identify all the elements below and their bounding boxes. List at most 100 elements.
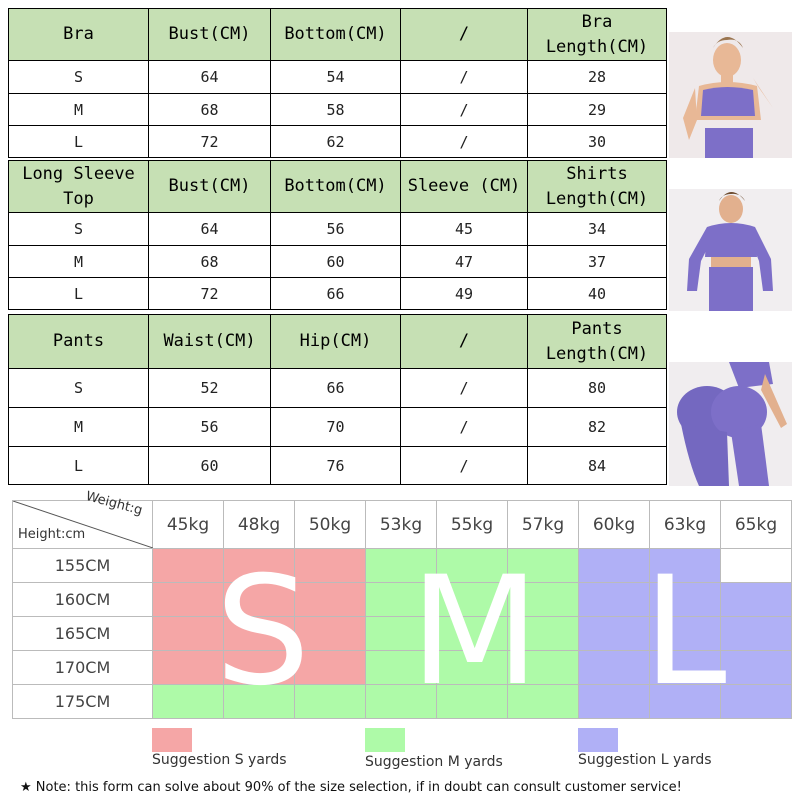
- header-cell: Bra: [8, 8, 149, 61]
- size-zone-cell: [720, 616, 792, 651]
- size-zone-cell: [365, 548, 437, 583]
- height-axis-label: Height:cm: [18, 527, 86, 542]
- value-cell: 37: [527, 245, 667, 278]
- value-cell: 54: [270, 60, 401, 94]
- header-cell: Bottom(CM): [270, 8, 401, 61]
- value-cell: /: [400, 446, 528, 485]
- value-cell: 70: [270, 407, 401, 447]
- value-cell: 80: [527, 368, 667, 408]
- value-cell: 28: [527, 60, 667, 94]
- value-cell: 64: [148, 212, 271, 246]
- weight-header-cell: 65kg: [720, 500, 792, 549]
- value-cell: 76: [270, 446, 401, 485]
- table-row: L 72 66 49 40: [8, 277, 667, 310]
- value-cell: 58: [270, 93, 401, 126]
- top-size-table: Long Sleeve Top Bust(CM) Bottom(CM) Slee…: [8, 160, 667, 310]
- size-zone-cell: [578, 684, 650, 719]
- table-row: L 72 62 / 30: [8, 125, 667, 158]
- value-cell: 68: [148, 93, 271, 126]
- value-cell: 34: [527, 212, 667, 246]
- pants-header-row: Pants Waist(CM) Hip(CM) / Pants Length(C…: [8, 314, 667, 369]
- size-cell: S: [8, 368, 149, 408]
- size-zone-cell: [223, 582, 295, 617]
- size-zone-cell: [720, 582, 792, 617]
- header-cell: Bottom(CM): [270, 160, 401, 213]
- legend-swatch-m: [365, 728, 405, 752]
- size-zone-cell: [507, 548, 579, 583]
- value-cell: 45: [400, 212, 528, 246]
- size-zone-cell: [436, 650, 508, 685]
- value-cell: 66: [270, 277, 401, 310]
- size-zone-cell: [578, 548, 650, 583]
- size-zone-cell: [294, 616, 366, 651]
- size-zone-cell: [294, 650, 366, 685]
- header-cell: Bust(CM): [148, 160, 271, 213]
- value-cell: 47: [400, 245, 528, 278]
- value-cell: 30: [527, 125, 667, 158]
- bra-header-row: Bra Bust(CM) Bottom(CM) / Bra Length(CM): [8, 8, 667, 61]
- height-label-cell: 170CM: [12, 650, 153, 685]
- weight-header-cell: 55kg: [436, 500, 508, 549]
- size-zone-cell: [223, 684, 295, 719]
- weight-header-cell: 63kg: [649, 500, 721, 549]
- size-recommendation-grid: Weight:g Height:cm 45kg 48kg 50kg 53kg 5…: [12, 489, 792, 719]
- top-header-row: Long Sleeve Top Bust(CM) Bottom(CM) Slee…: [8, 160, 667, 213]
- table-row: M 68 58 / 29: [8, 93, 667, 126]
- value-cell: 60: [270, 245, 401, 278]
- header-cell: Pants Length(CM): [527, 314, 667, 369]
- weight-header-row: Weight:g Height:cm 45kg 48kg 50kg 53kg 5…: [12, 489, 792, 549]
- size-zone-cell: [649, 684, 721, 719]
- legend-swatch-s: [152, 728, 192, 752]
- legend-swatch-l: [578, 728, 618, 752]
- size-cell: L: [8, 125, 149, 158]
- size-zone-cell: [649, 616, 721, 651]
- table-row: M 56 70 / 82: [8, 407, 667, 447]
- size-cell: M: [8, 407, 149, 447]
- size-cell: L: [8, 277, 149, 310]
- value-cell: 56: [148, 407, 271, 447]
- weight-header-cell: 45kg: [152, 500, 224, 549]
- diagonal-divider: [13, 501, 153, 548]
- header-cell: Waist(CM): [148, 314, 271, 369]
- size-zone-cell: [578, 616, 650, 651]
- size-cell: L: [8, 446, 149, 485]
- size-cell: M: [8, 245, 149, 278]
- height-row: 170CM: [12, 650, 792, 685]
- value-cell: 72: [148, 125, 271, 158]
- value-cell: 68: [148, 245, 271, 278]
- weight-header-cell: 57kg: [507, 500, 579, 549]
- height-label-cell: 155CM: [12, 548, 153, 583]
- value-cell: /: [400, 60, 528, 94]
- legend-label-m: Suggestion M yards: [365, 754, 503, 770]
- size-zone-cell: [436, 582, 508, 617]
- value-cell: 82: [527, 407, 667, 447]
- height-row: 155CM: [12, 548, 792, 583]
- header-cell: Long Sleeve Top: [8, 160, 149, 213]
- legend-label-l: Suggestion L yards: [578, 752, 712, 768]
- size-zone-cell: [649, 650, 721, 685]
- value-cell: 49: [400, 277, 528, 310]
- weight-header-cell: 60kg: [578, 500, 650, 549]
- size-zone-cell: [152, 616, 224, 651]
- table-row: L 60 76 / 84: [8, 446, 667, 485]
- size-zone-cell: [294, 684, 366, 719]
- header-cell: Sleeve (CM): [400, 160, 528, 213]
- pants-model-photo: [669, 314, 792, 486]
- header-cell: Bust(CM): [148, 8, 271, 61]
- value-cell: 52: [148, 368, 271, 408]
- legend-label-s: Suggestion S yards: [152, 752, 287, 768]
- size-s-big-letter: S: [215, 545, 311, 719]
- value-cell: /: [400, 125, 528, 158]
- size-zone-cell: [507, 684, 579, 719]
- size-l-big-letter: L: [643, 545, 727, 719]
- table-row: S 64 54 / 28: [8, 60, 667, 94]
- value-cell: 66: [270, 368, 401, 408]
- size-zone-cell: [578, 650, 650, 685]
- value-cell: 40: [527, 277, 667, 310]
- size-zone-cell: [436, 684, 508, 719]
- size-zone-cell: [152, 582, 224, 617]
- weight-header-cell: 53kg: [365, 500, 437, 549]
- height-row: 175CM: [12, 684, 792, 719]
- pants-size-table: Pants Waist(CM) Hip(CM) / Pants Length(C…: [8, 314, 667, 485]
- footnote: ★ Note: this form can solve about 90% of…: [20, 780, 682, 795]
